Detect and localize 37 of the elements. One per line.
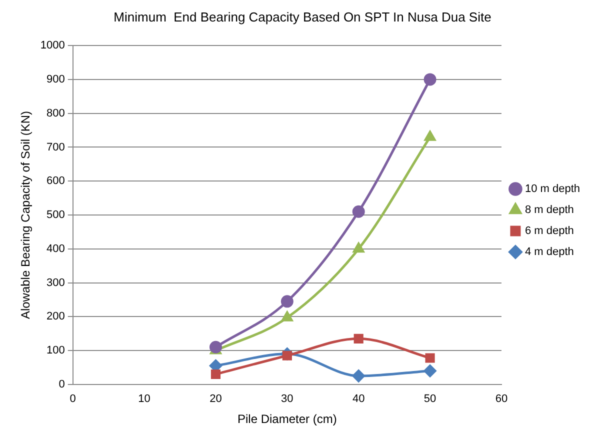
- chart-title: Minimum End Bearing Capacity Based On SPT In Nusa Dua Site: [114, 9, 492, 24]
- point: [209, 340, 222, 354]
- point: [424, 130, 436, 141]
- point: [280, 295, 294, 308]
- y-tick-label: 1000: [40, 40, 65, 52]
- legend-label: 6 m depth: [524, 225, 574, 238]
- x-tick-label: 60: [495, 393, 508, 406]
- legend-label: 10 m depth: [524, 183, 580, 196]
- x-tick-label: 40: [352, 393, 365, 406]
- x-tick-label: 30: [281, 393, 294, 406]
- point: [425, 353, 435, 363]
- point: [353, 242, 364, 253]
- y-tick-label: 100: [46, 344, 65, 357]
- y-tick-label: 0: [58, 378, 65, 390]
- x-tick-label: 20: [210, 393, 222, 406]
- y-tick-label: 900: [46, 74, 65, 86]
- y-tick-label: 400: [46, 242, 65, 255]
- y-tick-label: 700: [46, 141, 65, 154]
- legend-label: 8 m depth: [524, 204, 574, 216]
- point: [424, 73, 436, 86]
- point: [352, 370, 365, 382]
- y-tick-label: 200: [46, 310, 65, 323]
- y-tick-label: 300: [46, 276, 65, 289]
- x-tick-label: 0: [70, 393, 76, 406]
- point: [210, 369, 221, 380]
- x-axis-title: Pile Diameter (cm): [237, 412, 337, 426]
- point: [354, 334, 364, 344]
- x-tick-label: 50: [424, 393, 436, 406]
- point: [352, 205, 365, 218]
- point: [282, 311, 293, 322]
- y-tick-label: 800: [46, 107, 65, 120]
- x-tick-label: 10: [138, 393, 150, 406]
- point: [424, 364, 436, 378]
- y-tick-label: 600: [46, 175, 65, 188]
- legend-label: 4 m depth: [524, 246, 574, 258]
- y-tick-label: 500: [46, 209, 65, 222]
- y-axis-title: Alowable Bearing Capacity of Soil (KN): [18, 110, 33, 320]
